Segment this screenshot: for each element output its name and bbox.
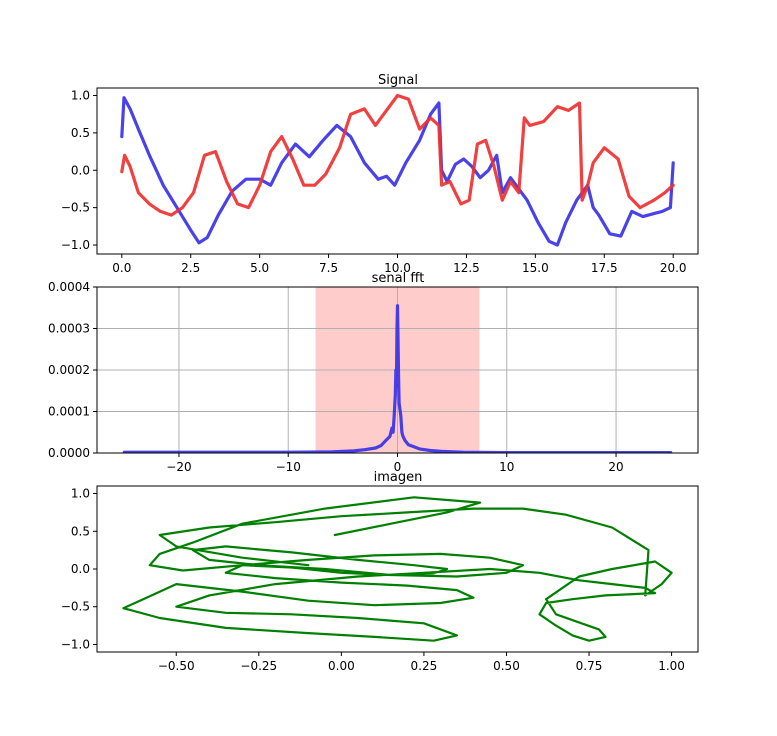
signal-xtick-label: 5.0: [250, 261, 269, 275]
fft-xtick-label: 0: [394, 460, 402, 474]
fft-ytick-label: 0.0002: [48, 363, 90, 377]
signal-xtick-label: 12.5: [453, 261, 480, 275]
fft-ytick-label: 0.0003: [48, 322, 90, 336]
fft-xtick-label: −10: [276, 460, 301, 474]
fft-series-line: [122, 304, 673, 453]
signal-ytick-label: 0.0: [71, 163, 90, 177]
fft-ytick-label: 0.0004: [48, 280, 90, 294]
imagen-xtick-label: 0.00: [328, 659, 355, 673]
imagen-xtick-label: 0.50: [493, 659, 520, 673]
signal-xtick-label: 2.5: [181, 261, 200, 275]
signal-xtick-label: 10.0: [384, 261, 411, 275]
imagen-series-line: [122, 496, 673, 642]
signal-xtick-label: 20.0: [660, 261, 687, 275]
fft-xtick-label: 20: [608, 460, 623, 474]
fft-title: senal fft: [372, 271, 425, 286]
imagen-xtick-label: −0.50: [158, 659, 195, 673]
signal-xtick-label: 17.5: [591, 261, 618, 275]
fft-xtick-label: 10: [499, 460, 514, 474]
imagen-axes: −0.50 −0.25 0.00 0.25 0.50 0.75 1.00 1.0 0.5 0.0 −…: [61, 470, 699, 673]
signal-title: Signal: [378, 73, 418, 88]
fft-ytick-label: 0.0000: [48, 446, 90, 460]
imagen-xtick-label: 0.25: [411, 659, 438, 673]
imagen-xtick-label: 1.00: [658, 659, 685, 673]
imagen-title: imagen: [374, 470, 423, 485]
fft-ytick-label: 0.0001: [48, 405, 90, 419]
imagen-plot-area: −0.50 −0.25 0.00 0.25 0.50 0.75 1.00 1.0 0.5 0.0 −…: [61, 485, 699, 673]
signal-ytick-label: −0.5: [61, 201, 90, 215]
signal-xtick-label: 7.5: [319, 261, 338, 275]
signal-xtick-label: 15.0: [522, 261, 549, 275]
signal-ytick-label: 0.5: [71, 126, 90, 140]
imagen-ytick-label: −0.5: [61, 600, 90, 614]
signal-series-line: [120, 96, 675, 247]
signal-plot-area: 0.0 2.5 5.0 7.5 10.0 12.5 15.0 17.5 20.0 1.0 0.5 0.…: [61, 87, 699, 275]
fft-axes: −20 −10 0 10 20 0.0004 0.0003 0.0002 0.0001 0.000…: [48, 271, 699, 474]
imagen-xtick-label: −0.25: [240, 659, 277, 673]
fft-plot-area: −20 −10 0 10 20 0.0004 0.0003 0.0002 0.0001 0.000…: [48, 280, 699, 474]
imagen-ytick-label: 1.0: [71, 487, 90, 501]
fft-xtick-label: −20: [166, 460, 191, 474]
signal-ytick-label: −1.0: [61, 238, 90, 252]
signal-ytick-label: 1.0: [71, 88, 90, 102]
signal-xtick-label: 0.0: [112, 261, 131, 275]
signal-series-line: [120, 93, 675, 217]
imagen-xtick-label: 0.75: [576, 659, 603, 673]
signal-axes: Signal 0.0 2.5 5.0 7.5 10.0 12.5 15.0 17.5 20.0 1…: [61, 73, 699, 275]
imagen-ytick-label: 0.5: [71, 524, 90, 538]
imagen-ytick-label: 0.0: [71, 562, 90, 576]
imagen-ytick-label: −1.0: [61, 637, 90, 651]
